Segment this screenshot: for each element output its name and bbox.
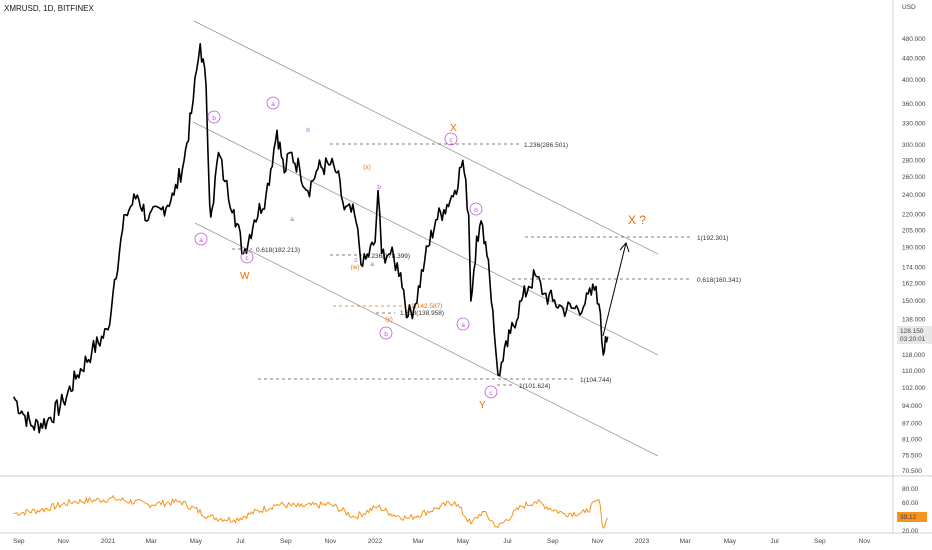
time-tick-label: May [724,538,737,545]
price-tick-label: 81.000 [902,437,922,444]
time-tick-label: 2021 [101,538,116,545]
wave-c-2: c [449,137,453,144]
time-tick-label: Sep [547,538,559,545]
time-tick-label: Nov [859,538,871,545]
fib-label-192: 1(192.301) [697,235,728,242]
wave-b-plain-2: b [377,184,381,191]
price-tick-label: 205.000 [902,228,926,235]
price-tick-label: 440.000 [902,56,926,63]
rsi-tag-value: 39.12 [900,514,917,521]
currency-label: USD [902,4,916,11]
time-tick-label: Jul [236,538,245,545]
rsi-tick-label: 60.00 [902,500,919,507]
wave-circles [194,96,498,399]
time-tick-label: Mar [413,538,425,545]
price-tick-label: 102.000 [902,385,926,392]
symbol-title: XMRUSD, 1D, BITFINEX [4,4,94,13]
price-tick-label: 87.000 [902,421,922,428]
time-tick-label: Nov [325,538,337,545]
label-x: X [450,123,457,134]
channel-lower [194,222,659,457]
wave-a-plain-2: a [370,261,374,268]
label-w: W [240,271,250,282]
fib-label-138: 1.618(138.958) [400,310,444,317]
wave-b-2: b [384,331,388,338]
price-tick-label: 162.000 [902,281,926,288]
price-tick-label: 360.000 [902,101,926,108]
price-tick-label: 300.000 [902,142,926,149]
rsi-tick-label: 20.00 [902,528,919,535]
price-axis-ticks: 480.000 440.000 400.000 360.000 330.000 300.0… [902,36,926,475]
wave-w-paren: (w) [350,264,359,271]
time-tick-label: 2022 [368,538,383,545]
wave-c-3: c [489,390,493,397]
price-tick-label: 480.000 [902,36,926,43]
channel-middle [192,121,659,356]
rsi-series-line [13,495,609,529]
wave-y-paren: (y) [385,316,393,323]
price-tick-label: 138.000 [902,317,926,324]
price-tick-label: 110.000 [902,368,925,375]
price-tick-label: 70.500 [902,468,922,475]
wave-b-3: b [474,207,478,214]
wave-c-plain-1: c [354,257,358,264]
price-tag-value: 128.150 [900,328,924,335]
price-tag-countdown: 03:20:01 [900,336,926,343]
wave-a-2: a [271,101,275,108]
time-tick-label: Sep [280,538,292,545]
price-tick-label: 190.000 [902,245,926,252]
rsi-tick-label: 80.00 [902,486,919,493]
wave-a-plain-1: a [290,216,294,223]
fib-levels [232,143,692,386]
time-tick-label: Nov [58,538,70,545]
time-tick-label: May [457,538,470,545]
price-tick-label: 400.000 [902,77,926,84]
label-x-question: X ? [628,213,646,227]
label-y: Y [479,400,486,411]
time-tick-label: May [190,538,203,545]
price-tick-label: 118.000 [902,352,925,359]
wave-a-1: a [199,237,203,244]
fib-label-101: 1(101.624) [519,383,550,390]
fib-label-178: 1.236(178.399) [366,253,410,260]
price-series-line [12,42,609,434]
wave-b-plain-1: b [306,127,310,134]
price-tick-label: 280.000 [902,157,926,164]
fib-label-160: 0.618(160.341) [697,277,741,284]
time-tick-label: 2023 [635,538,650,545]
price-tick-label: 75.500 [902,453,922,460]
fib-label-104: 1(104.744) [580,377,611,384]
fib-label-182: 0.618(182.213) [256,247,300,254]
time-tick-label: Mar [680,538,692,545]
fib-label-142: 1(142.587) [411,303,442,310]
time-tick-label: Sep [814,538,826,545]
price-tick-label: 220.000 [902,212,926,219]
wave-c-1: c [245,255,249,262]
time-axis-ticks: Sep Nov 2021 Mar May Jul Sep Nov 2022 Mar May Jul Se… [13,538,871,545]
price-tick-label: 94.000 [902,403,922,410]
channel-lines [192,20,659,457]
price-tick-label: 330.000 [902,120,926,127]
rsi-tag: 39.12 [897,512,927,522]
wave-a-3: a [461,322,465,329]
time-tick-label: Jul [503,538,512,545]
time-tick-label: Sep [13,538,25,545]
price-tick-label: 240.000 [902,192,926,199]
price-tick-label: 150.000 [902,298,926,305]
wave-x-paren: (x) [363,164,371,171]
projection-arrow [602,242,630,337]
time-tick-label: Nov [592,538,604,545]
time-tick-label: Mar [146,538,158,545]
wave-b-1: b [212,115,216,122]
price-tag: 128.150 03:20:01 [897,326,932,344]
channel-upper [193,20,659,255]
price-tick-label: 260.000 [902,174,926,181]
time-tick-label: Jul [770,538,779,545]
price-tick-label: 174.000 [902,265,926,272]
fib-label-286: 1.236(286.501) [524,142,568,149]
